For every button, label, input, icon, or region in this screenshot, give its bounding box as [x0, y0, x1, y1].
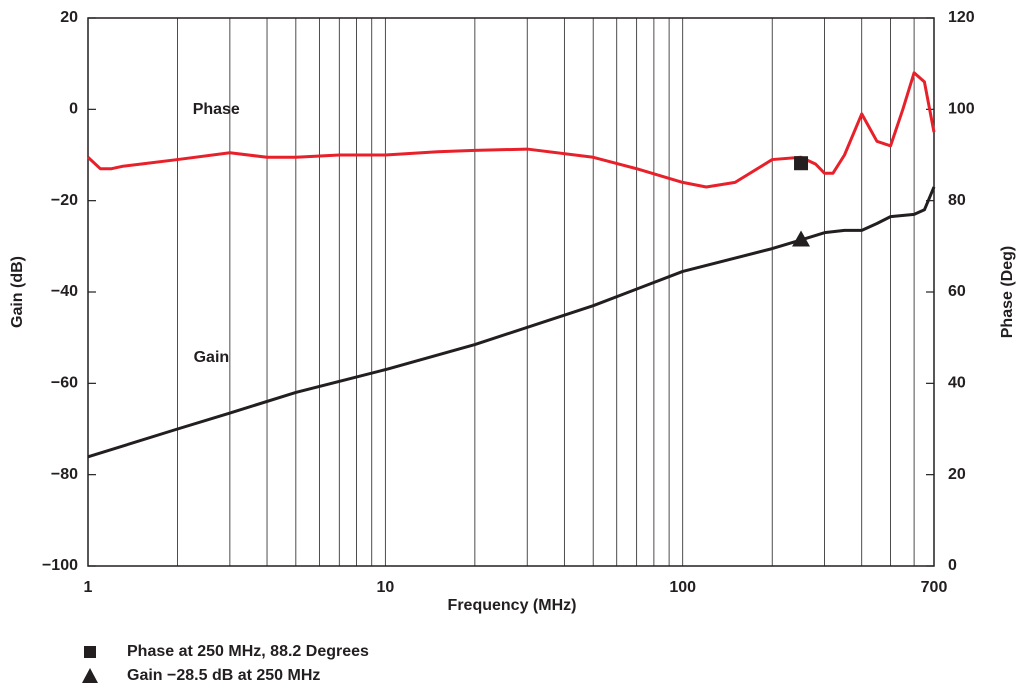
y2-tick-label: 40	[948, 375, 966, 392]
series-line	[86, 71, 936, 189]
y-tick-label: −20	[51, 192, 78, 209]
marker-square	[794, 156, 809, 171]
y-tick-label: 0	[69, 101, 78, 118]
x-tick-label: 100	[669, 579, 696, 596]
y-tick-label: −40	[51, 283, 78, 300]
x-axis-label: Frequency (MHz)	[448, 597, 577, 614]
legend-text: Phase at 250 MHz, 88.2 Degrees	[127, 643, 369, 660]
legend-text: Gain −28.5 dB at 250 MHz	[127, 667, 320, 684]
y-tick-label: −100	[42, 557, 78, 574]
x-tick-label: 10	[376, 579, 394, 596]
legend-square	[84, 646, 96, 658]
marker-triangle	[792, 230, 811, 247]
y-tick-label: −60	[51, 375, 78, 392]
y-tick-label: 20	[60, 9, 78, 26]
y2-tick-label: 120	[948, 9, 975, 26]
y2-axis-label: Phase (Deg)	[999, 246, 1016, 338]
y2-tick-label: 60	[948, 283, 966, 300]
x-tick-label: 700	[921, 579, 948, 596]
legend-triangle	[82, 668, 98, 683]
series-label: Phase	[193, 101, 240, 118]
x-tick-label: 1	[84, 579, 93, 596]
y2-tick-label: 80	[948, 192, 966, 209]
y2-tick-label: 100	[948, 101, 975, 118]
plot-frame	[87, 17, 935, 567]
y2-tick-label: 0	[948, 557, 957, 574]
y-tick-label: −80	[51, 466, 78, 483]
y2-tick-label: 20	[948, 466, 966, 483]
y-axis-label: Gain (dB)	[9, 256, 26, 328]
series-label: Gain	[194, 349, 230, 366]
series-line	[87, 186, 936, 459]
